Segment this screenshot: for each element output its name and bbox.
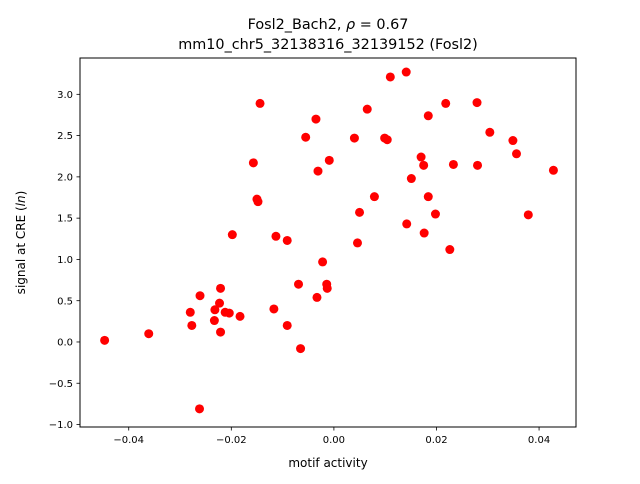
data-point-8 — [215, 298, 225, 308]
data-point-42 — [402, 219, 412, 229]
data-point-49 — [430, 209, 440, 219]
data-point-48 — [423, 192, 433, 202]
data-point-10 — [216, 327, 226, 337]
data-point-37 — [369, 192, 379, 202]
y-axis-ticks: −1.0 −0.5 0.0 0.5 1.0 1.5 2.0 2.5 3.0 — [49, 90, 80, 431]
data-point-58 — [523, 210, 533, 220]
data-point-43 — [406, 174, 416, 184]
x-axis-ticks: −0.04 −0.02 0.00 0.02 0.04 — [113, 427, 550, 446]
data-point-32 — [324, 155, 334, 165]
data-point-9 — [216, 283, 226, 293]
x-tick-label-0: −0.04 — [113, 435, 144, 446]
data-point-29 — [318, 257, 328, 267]
data-point-12 — [224, 308, 234, 318]
y-axis-label-prefix: signal at CRE ( — [14, 206, 28, 294]
x-tick-label-2: 0.00 — [323, 435, 345, 446]
data-point-24 — [296, 344, 306, 354]
data-point-36 — [362, 104, 372, 114]
y-axis-label-italic: ln — [14, 195, 28, 206]
y-axis-label: signal at CRE (ln) — [14, 191, 28, 295]
y-tick-label-1: −0.5 — [49, 379, 73, 390]
x-tick-label-3: 0.02 — [425, 435, 447, 446]
data-point-2 — [185, 307, 195, 317]
x-tick-label-4: 0.04 — [528, 435, 550, 446]
data-point-4 — [195, 404, 205, 414]
data-points — [100, 67, 558, 414]
x-axis-label: motif activity — [288, 456, 367, 470]
y-tick-label-2: 0.0 — [57, 338, 73, 349]
data-point-23 — [294, 279, 304, 289]
y-axis-label-suffix: ) — [14, 191, 28, 196]
data-point-33 — [349, 133, 359, 143]
y-tick-label-3: 0.5 — [57, 296, 73, 307]
data-point-50 — [441, 98, 451, 108]
data-point-6 — [209, 316, 219, 326]
data-point-51 — [445, 245, 455, 255]
data-point-18 — [255, 98, 265, 108]
x-tick-label-1: −0.02 — [216, 435, 247, 446]
data-point-13 — [227, 230, 237, 240]
y-tick-label-5: 1.5 — [57, 214, 73, 225]
data-point-45 — [419, 160, 429, 170]
data-point-3 — [187, 320, 197, 330]
data-point-54 — [473, 160, 483, 170]
chart-title-line2: mm10_chr5_32138316_32139152 (Fosl2) — [178, 37, 478, 53]
data-point-39 — [382, 135, 392, 145]
data-point-56 — [508, 136, 518, 146]
data-point-59 — [548, 165, 558, 175]
chart-title-line1: Fosl2_Bach2, ρ = 0.67 — [248, 17, 409, 33]
data-point-55 — [485, 127, 495, 137]
y-tick-label-7: 2.5 — [57, 131, 73, 142]
data-point-15 — [248, 158, 258, 168]
data-point-31 — [322, 283, 332, 293]
data-point-20 — [271, 231, 281, 241]
data-point-5 — [195, 291, 205, 301]
data-point-17 — [253, 197, 263, 207]
data-point-41 — [401, 67, 411, 77]
y-tick-label-0: −1.0 — [49, 420, 73, 431]
y-tick-label-4: 1.0 — [57, 255, 73, 266]
data-point-46 — [419, 228, 429, 238]
data-point-26 — [311, 114, 321, 124]
data-point-7 — [210, 305, 220, 315]
data-point-53 — [472, 98, 482, 108]
data-point-57 — [512, 149, 521, 159]
chart-title-text: Fosl2_Bach2, — [248, 17, 346, 33]
data-point-28 — [313, 166, 323, 176]
data-point-52 — [448, 159, 458, 169]
data-point-47 — [423, 111, 433, 121]
data-point-21 — [282, 235, 292, 245]
y-tick-label-8: 3.0 — [57, 90, 73, 101]
plot-frame — [79, 57, 577, 428]
chart-title-rho-value: = 0.67 — [355, 17, 408, 33]
data-point-27 — [312, 292, 322, 302]
data-point-40 — [385, 72, 395, 82]
data-point-44 — [416, 152, 426, 162]
chart-title-rho-symbol: ρ — [346, 17, 355, 33]
data-point-1 — [144, 329, 154, 339]
data-point-14 — [235, 311, 245, 321]
data-point-25 — [301, 132, 311, 142]
data-point-0 — [100, 335, 110, 345]
data-point-34 — [352, 238, 362, 248]
data-point-19 — [269, 304, 279, 314]
data-point-35 — [355, 207, 365, 217]
y-tick-label-6: 2.0 — [57, 172, 73, 183]
data-point-22 — [282, 320, 292, 330]
